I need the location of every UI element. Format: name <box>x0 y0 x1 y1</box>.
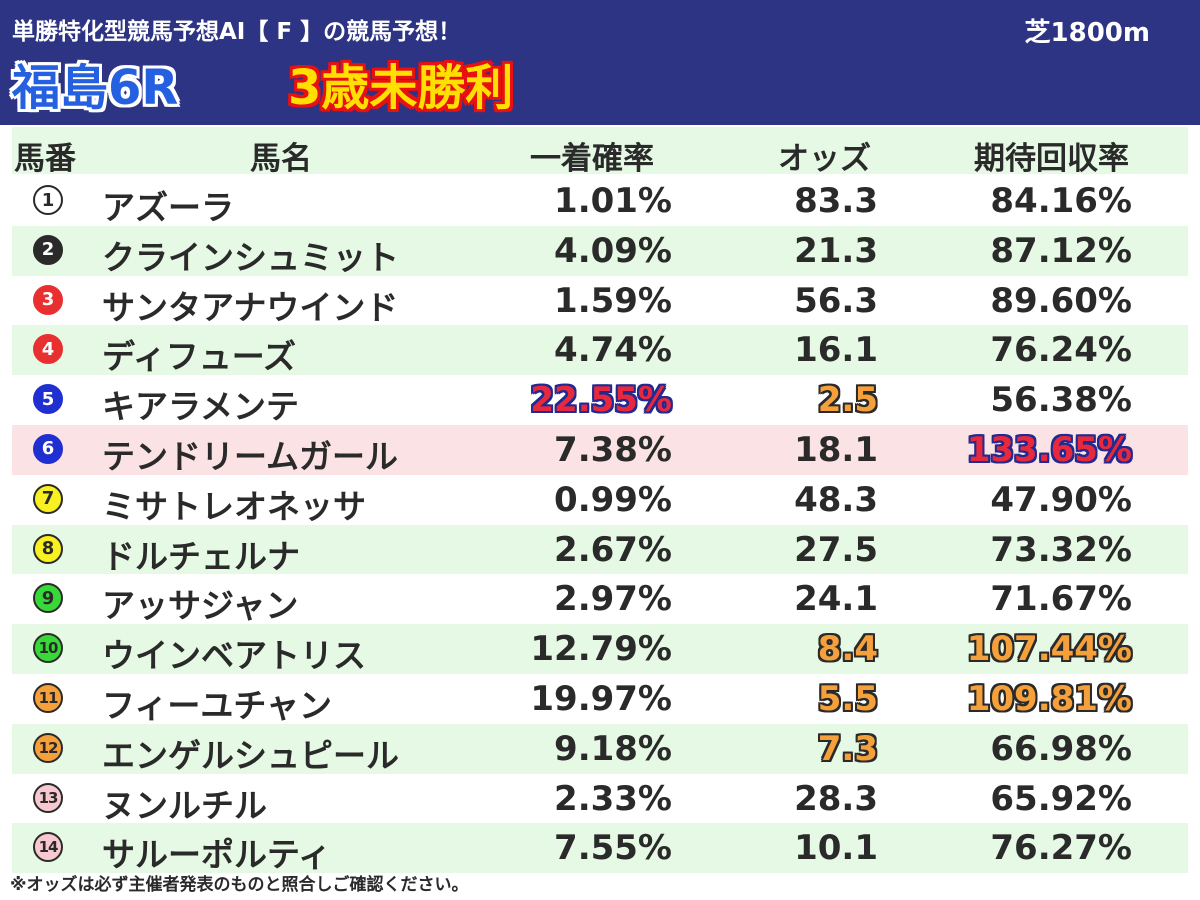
table-row: 1 アズーラ 1.01% 83.3 84.16% <box>12 176 1188 227</box>
odds: 24.1 <box>794 579 878 620</box>
table-row: 12 エンゲルシュピール 9.18% 7.3 66.98% <box>12 723 1188 775</box>
odds: 83.3 <box>794 181 878 221</box>
table-row: 4 ディフューズ 4.74% 16.1 76.24% <box>12 325 1188 377</box>
horse-number-badge: 10 <box>33 633 63 664</box>
horse-name: キアラメンテ <box>102 387 300 427</box>
results-table: 1 アズーラ 1.01% 83.3 84.16% 2 クラインシュミット 4.09% 21.3 8… <box>0 176 1200 875</box>
horse-number-badge: 5 <box>33 384 63 415</box>
win-probability: 0.99% <box>554 479 672 520</box>
race-class: 3歳未勝利 <box>288 60 514 116</box>
win-probability: 1.01% <box>554 181 672 221</box>
horse-number-badge: 3 <box>33 284 63 315</box>
table-row: 11 フィーユチャン 19.97% 5.5 109.81% <box>12 674 1188 725</box>
expected-return: 73.32% <box>990 529 1132 570</box>
odds: 7.3 <box>817 728 878 769</box>
win-probability: 12.79% <box>530 629 672 670</box>
expected-return: 89.60% <box>990 280 1132 321</box>
header-banner: 単勝特化型競馬予想AI【 F 】の競馬予想！ 芝1800m 福島6R 3歳未勝利 <box>0 0 1200 125</box>
odds: 8.4 <box>817 629 878 670</box>
footnote: ※オッズは必ず主催者発表のものと照合しご確認ください。 <box>10 875 469 895</box>
table-row: 8 ドルチェルナ 2.67% 27.5 73.32% <box>12 524 1188 576</box>
column-header-number: 馬番 <box>14 141 76 177</box>
expected-return: 87.12% <box>990 230 1132 271</box>
odds: 5.5 <box>817 678 878 719</box>
expected-return: 71.67% <box>990 579 1132 620</box>
horse-number-badge: 11 <box>33 682 63 713</box>
horse-name: フィーユチャン <box>102 685 333 725</box>
win-probability: 2.67% <box>554 529 672 570</box>
odds: 21.3 <box>794 230 878 271</box>
table-header: 馬番 馬名 一着確率 オッズ 期待回収率 <box>12 127 1188 177</box>
expected-return: 84.16% <box>990 181 1132 221</box>
odds: 10.1 <box>794 828 878 869</box>
odds: 28.3 <box>794 778 878 819</box>
win-probability: 4.09% <box>554 230 672 271</box>
horse-number-badge: 9 <box>33 583 63 614</box>
win-probability: 9.18% <box>554 728 672 769</box>
win-probability: 7.55% <box>554 828 672 869</box>
table-row: 5 キアラメンテ 22.55% 2.5 56.38% <box>12 375 1188 427</box>
column-header-expected-return: 期待回収率 <box>974 141 1129 177</box>
win-probability: 22.55% <box>530 380 672 421</box>
column-header-horse-name: 馬名 <box>250 141 312 177</box>
horse-number-badge: 7 <box>33 483 63 514</box>
expected-return: 107.44% <box>966 629 1132 670</box>
odds: 48.3 <box>794 479 878 520</box>
win-probability: 2.33% <box>554 778 672 819</box>
column-header-win-probability: 一着確率 <box>530 141 654 177</box>
horse-number-badge: 1 <box>33 185 63 215</box>
win-probability: 1.59% <box>554 280 672 321</box>
win-probability: 7.38% <box>554 429 672 470</box>
horse-name: ディフューズ <box>102 337 297 377</box>
horse-name: サルーポルティ <box>102 835 332 875</box>
horse-name: ウインベアトリス <box>102 636 366 676</box>
win-probability: 2.97% <box>554 579 672 620</box>
table-row: 6 テンドリームガール 7.38% 18.1 133.65% <box>12 424 1188 476</box>
horse-name: エンゲルシュピール <box>102 735 399 775</box>
horse-name: クラインシュミット <box>102 237 399 277</box>
expected-return: 66.98% <box>990 728 1132 769</box>
expected-return: 109.81% <box>966 678 1132 719</box>
horse-number-badge: 2 <box>33 234 63 265</box>
odds: 16.1 <box>794 330 878 371</box>
expected-return: 56.38% <box>990 380 1132 421</box>
win-probability: 19.97% <box>530 678 672 719</box>
horse-number-badge: 12 <box>33 732 63 763</box>
table-row: 2 クラインシュミット 4.09% 21.3 87.12% <box>12 225 1188 277</box>
table-row: 14 サルーポルティ 7.55% 10.1 76.27% <box>12 823 1188 875</box>
column-header-odds: オッズ <box>778 141 871 177</box>
race-distance: 芝1800m <box>1024 18 1150 48</box>
subtitle: 単勝特化型競馬予想AI【 F 】の競馬予想！ <box>12 19 462 45</box>
race-name: 福島6R <box>12 60 179 116</box>
horse-name: ドルチェルナ <box>102 536 300 576</box>
expected-return: 76.27% <box>990 828 1132 869</box>
table-row: 9 アッサジャン 2.97% 24.1 71.67% <box>12 574 1188 626</box>
horse-name: テンドリームガール <box>102 436 399 476</box>
horse-name: アッサジャン <box>102 586 299 626</box>
horse-number-badge: 8 <box>33 533 63 564</box>
win-probability: 4.74% <box>554 330 672 371</box>
horse-number-badge: 13 <box>33 782 63 813</box>
expected-return: 133.65% <box>966 429 1132 470</box>
horse-name: アズーラ <box>102 188 234 227</box>
odds: 18.1 <box>794 429 878 470</box>
table-row: 10 ウインベアトリス 12.79% 8.4 107.44% <box>12 624 1188 676</box>
horse-name: サンタアナウインド <box>102 287 399 327</box>
table-row: 13 ヌンルチル 2.33% 28.3 65.92% <box>12 774 1188 825</box>
odds: 56.3 <box>794 280 878 321</box>
horse-number-badge: 14 <box>33 832 63 863</box>
expected-return: 65.92% <box>990 778 1132 819</box>
horse-name: ミサトレオネッサ <box>102 486 366 526</box>
expected-return: 76.24% <box>990 330 1132 371</box>
horse-number-badge: 4 <box>33 334 63 365</box>
horse-number-badge: 6 <box>33 433 63 464</box>
expected-return: 47.90% <box>990 479 1132 520</box>
table-row: 7 ミサトレオネッサ 0.99% 48.3 47.90% <box>12 475 1188 526</box>
odds: 2.5 <box>817 380 878 421</box>
odds: 27.5 <box>794 529 878 570</box>
horse-name: ヌンルチル <box>102 785 267 825</box>
table-row: 3 サンタアナウインド 1.59% 56.3 89.60% <box>12 276 1188 327</box>
